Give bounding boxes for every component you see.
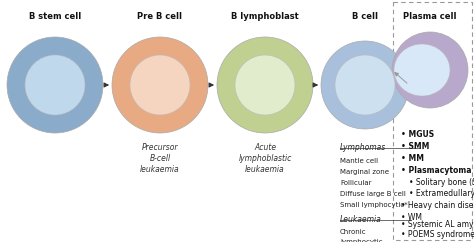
Circle shape xyxy=(321,41,409,129)
Text: Plasma cell: Plasma cell xyxy=(403,12,457,21)
Text: B stem cell: B stem cell xyxy=(29,12,81,21)
Text: Follicular: Follicular xyxy=(340,180,372,186)
Text: Precursor
B-cell
leukaemia: Precursor B-cell leukaemia xyxy=(140,143,180,174)
Text: Diffuse large B cell: Diffuse large B cell xyxy=(340,191,406,197)
Circle shape xyxy=(25,55,85,115)
Text: B lymphoblast: B lymphoblast xyxy=(231,12,299,21)
Text: • Heavy chain disease: • Heavy chain disease xyxy=(401,201,474,210)
Text: Acute
lymphoblastic
leukaemia: Acute lymphoblastic leukaemia xyxy=(238,143,292,174)
Text: • Systemic AL amyloidosis: • Systemic AL amyloidosis xyxy=(401,220,474,229)
Text: lymphocytic: lymphocytic xyxy=(340,239,383,242)
Text: Pre B cell: Pre B cell xyxy=(137,12,182,21)
Text: Leukaemia: Leukaemia xyxy=(340,215,382,224)
Text: • WM: • WM xyxy=(401,213,422,222)
Text: Mantle cell: Mantle cell xyxy=(340,158,378,164)
Text: Small lymphocytic*: Small lymphocytic* xyxy=(340,202,408,208)
Text: • Plasmacytoma: • Plasmacytoma xyxy=(401,166,472,175)
Circle shape xyxy=(235,55,295,115)
Ellipse shape xyxy=(394,44,450,96)
Text: • MGUS: • MGUS xyxy=(401,130,434,139)
Text: • POEMS syndrome: • POEMS syndrome xyxy=(401,230,474,239)
Circle shape xyxy=(7,37,103,133)
Circle shape xyxy=(217,37,313,133)
Circle shape xyxy=(130,55,190,115)
Text: Lymphomas: Lymphomas xyxy=(340,143,386,152)
Text: • Extramedullary (EMP): • Extramedullary (EMP) xyxy=(409,189,474,198)
Text: • SMM: • SMM xyxy=(401,142,429,151)
Text: Chronic: Chronic xyxy=(340,229,366,235)
Circle shape xyxy=(335,55,395,115)
Text: • Solitary bone (SBP): • Solitary bone (SBP) xyxy=(409,178,474,187)
Bar xyxy=(393,2,472,240)
Text: B cell: B cell xyxy=(352,12,378,21)
Text: • MM: • MM xyxy=(401,154,424,163)
Text: Marginal zone: Marginal zone xyxy=(340,169,389,175)
Circle shape xyxy=(112,37,208,133)
Ellipse shape xyxy=(392,32,468,108)
